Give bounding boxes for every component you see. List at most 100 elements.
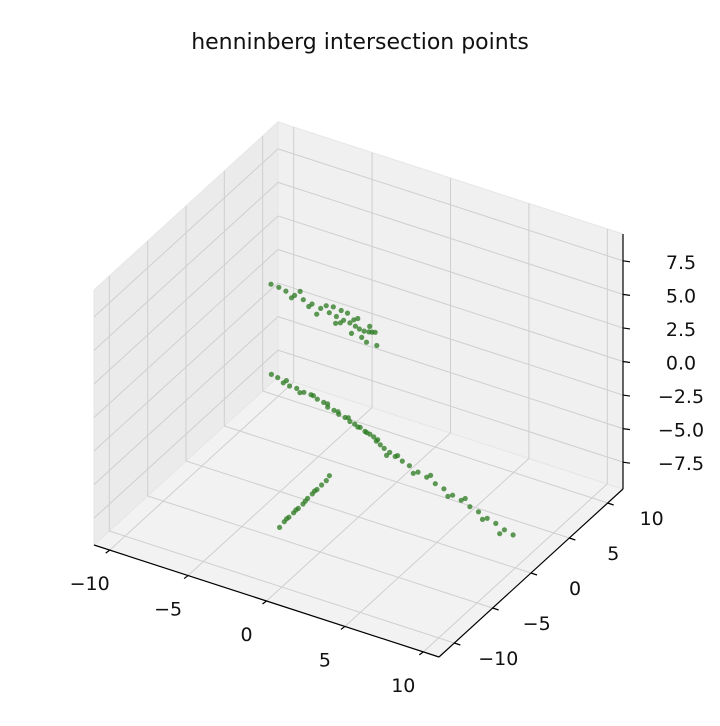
z-tick-mark — [622, 293, 631, 296]
data-point — [458, 497, 464, 503]
data-point — [450, 492, 456, 498]
gridline-z-left — [93, 182, 279, 351]
data-point — [345, 415, 351, 421]
data-point — [333, 320, 339, 326]
data-point — [355, 424, 361, 430]
gridline-z-back — [277, 249, 624, 362]
z-tick-mark — [622, 327, 631, 330]
data-point — [347, 320, 353, 326]
data-point — [348, 330, 355, 336]
gridline-z-back — [277, 316, 624, 430]
x-tick-mark — [418, 651, 424, 656]
data-point — [277, 524, 283, 531]
z-tick-label: 0.0 — [666, 353, 696, 375]
x-tick-label: 0 — [240, 624, 252, 646]
y-tick-label: −5 — [523, 613, 551, 635]
x-tick-mark — [340, 625, 346, 630]
y-tick-label: 0 — [569, 578, 581, 600]
data-point — [479, 516, 486, 523]
data-point — [331, 407, 337, 413]
data-point — [300, 297, 306, 303]
y-tick-mark — [492, 607, 499, 611]
x-tick-mark — [105, 549, 111, 554]
z-tick-label: −5.0 — [658, 420, 704, 442]
data-point — [325, 401, 331, 407]
z-tick-mark — [622, 428, 631, 431]
data-point — [432, 481, 438, 487]
data-point — [302, 498, 308, 504]
data-point — [314, 396, 320, 402]
data-point — [493, 520, 499, 527]
data-point — [374, 342, 380, 349]
data-point — [363, 339, 370, 345]
data-point — [283, 378, 289, 384]
data-point — [361, 328, 367, 334]
data-point — [314, 311, 320, 317]
z-tick-mark — [622, 394, 631, 397]
data-point — [323, 303, 329, 309]
gridline-y-floor — [185, 460, 532, 574]
y-tick-mark — [454, 642, 461, 646]
gridlines — [93, 127, 624, 653]
data-point — [355, 315, 361, 322]
gridline-y-floor — [224, 425, 570, 539]
z-tick-label: 7.5 — [666, 252, 696, 274]
data-point — [356, 326, 362, 332]
data-point — [319, 482, 325, 488]
data-point — [367, 323, 373, 329]
data-point — [352, 323, 358, 329]
gridline-z-left — [93, 215, 279, 385]
data-point — [297, 390, 303, 396]
data-point — [351, 317, 357, 323]
data-point — [462, 495, 468, 502]
data-point — [372, 329, 378, 335]
data-point — [510, 532, 516, 538]
gridline-z-back — [277, 148, 624, 262]
data-point — [424, 474, 430, 480]
data-point — [337, 320, 343, 326]
gridline-y-floor — [262, 390, 608, 504]
z-tick-mark — [622, 461, 631, 464]
y-tick-label: 10 — [640, 508, 664, 530]
x-tick-mark — [262, 600, 267, 605]
chart-title: henninberg intersection points — [191, 30, 529, 55]
data-point — [326, 310, 332, 316]
data-point — [415, 469, 421, 475]
data-point — [410, 470, 416, 476]
y-tick-label: 5 — [607, 543, 619, 565]
x-tick-label: 5 — [319, 649, 331, 671]
y-tick-label: −10 — [478, 648, 518, 670]
data-point — [501, 527, 507, 533]
data-point — [330, 304, 336, 310]
z-tick-label: 2.5 — [666, 319, 696, 341]
gridline-y-floor — [147, 495, 493, 609]
x-tick-label: −5 — [154, 599, 182, 621]
data-point — [275, 375, 281, 381]
z-tick-label: 5.0 — [666, 285, 696, 307]
gridline-z-back — [277, 181, 624, 295]
scatter-points — [268, 281, 516, 538]
z-tick-label: −2.5 — [658, 386, 704, 408]
data-point — [406, 463, 412, 469]
data-point — [364, 429, 370, 436]
x-tick-label: 10 — [391, 675, 415, 697]
data-point — [381, 445, 387, 451]
data-point — [338, 307, 344, 314]
data-point — [293, 507, 299, 513]
data-point — [484, 515, 490, 521]
gridline-z-left — [93, 349, 279, 519]
data-point — [301, 389, 307, 395]
data-point — [284, 516, 290, 522]
data-point — [445, 493, 451, 499]
y-tick-mark — [607, 502, 614, 506]
data-point — [312, 488, 318, 494]
data-point — [288, 295, 295, 301]
data-point — [287, 383, 293, 389]
z-tick-mark — [622, 360, 631, 364]
gridline-z-left — [93, 282, 279, 452]
gridline-z-back — [277, 349, 624, 463]
data-point — [344, 310, 351, 316]
z-tick-mark — [622, 260, 631, 263]
